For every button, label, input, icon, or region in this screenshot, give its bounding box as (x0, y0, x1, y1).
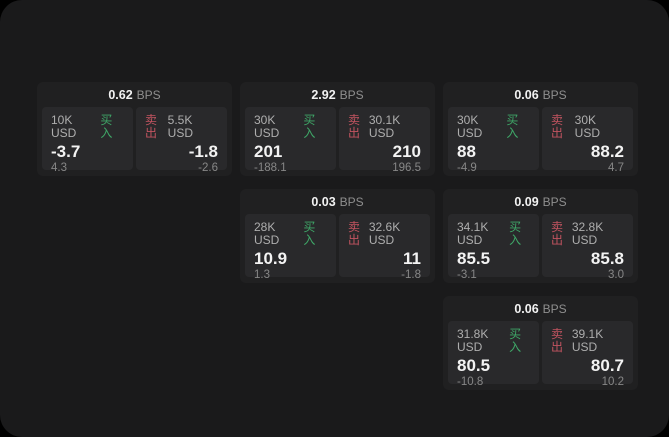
buy-price: 10.9 (254, 249, 288, 268)
sell-panel[interactable]: 卖出 30K USD 88.2 4.7 (542, 107, 633, 174)
sell-panel[interactable]: 卖出 30.1K USD 210 196.5 (339, 107, 430, 174)
buy-price: -3.7 (51, 142, 81, 161)
buy-panel[interactable]: 34.1K USD 买入 85.5 -3.1 (448, 214, 539, 281)
sell-label: 卖出 (348, 220, 361, 247)
buy-amount: 34.1K USD (457, 220, 489, 247)
sell-delta: 196.5 (392, 162, 421, 174)
bps-unit: BPS (542, 301, 567, 316)
bps-unit: BPS (542, 194, 567, 209)
buy-label: 买入 (100, 113, 113, 140)
buy-amount: 30K USD (254, 113, 280, 140)
buy-label: 买入 (506, 113, 519, 140)
bps-unit: BPS (339, 87, 364, 102)
quote-card: 0.06 BPS 31.8K USD 买入 80.5 -10.8 卖出 39.1… (443, 296, 638, 390)
buy-amount: 28K USD (254, 220, 280, 247)
bps-header: 2.92 BPS (240, 82, 435, 107)
buy-amount: 10K USD (51, 113, 77, 140)
buy-delta: 4.3 (51, 162, 67, 174)
buy-delta: -10.8 (457, 376, 484, 388)
buy-delta: -3.1 (457, 269, 477, 281)
sell-amount: 30K USD (574, 113, 601, 140)
sell-label: 卖出 (551, 327, 564, 354)
buy-label: 买入 (509, 327, 522, 354)
buy-panel[interactable]: 30K USD 买入 88 -4.9 (448, 107, 539, 174)
sell-delta: -2.6 (198, 162, 218, 174)
quote-card: 0.06 BPS 30K USD 买入 88 -4.9 卖出 30K USD 8… (443, 82, 638, 176)
buy-delta: -188.1 (254, 162, 287, 174)
sell-delta: 10.2 (601, 376, 624, 388)
sell-amount: 39.1K USD (571, 327, 604, 354)
bps-unit: BPS (339, 194, 364, 209)
bps-header: 0.06 BPS (443, 82, 638, 107)
sell-amount: 32.6K USD (368, 220, 401, 247)
sell-label: 卖出 (551, 220, 564, 247)
bps-unit: BPS (542, 87, 567, 102)
buy-label: 买入 (303, 220, 316, 247)
bps-value: 2.92 (311, 87, 336, 102)
bps-value: 0.06 (514, 301, 539, 316)
sell-price: -1.8 (188, 142, 218, 161)
buy-label: 买入 (509, 220, 522, 247)
buy-delta: 1.3 (254, 269, 270, 281)
bps-value: 0.09 (514, 194, 539, 209)
bps-value: 0.03 (311, 194, 336, 209)
bps-unit: BPS (136, 87, 161, 102)
sell-price: 11 (403, 249, 421, 268)
bps-header: 0.62 BPS (37, 82, 232, 107)
buy-panel[interactable]: 28K USD 买入 10.9 1.3 (245, 214, 336, 281)
price-panels: 30K USD 买入 201 -188.1 卖出 30.1K USD 210 1… (240, 107, 435, 174)
bps-value: 0.62 (108, 87, 133, 102)
sell-price: 80.7 (590, 356, 624, 375)
quote-card: 2.92 BPS 30K USD 买入 201 -188.1 卖出 30.1K … (240, 82, 435, 176)
sell-panel[interactable]: 卖出 32.8K USD 85.8 3.0 (542, 214, 633, 281)
bps-header: 0.06 BPS (443, 296, 638, 321)
sell-delta: -1.8 (401, 269, 421, 281)
sell-amount: 32.8K USD (571, 220, 604, 247)
sell-panel[interactable]: 卖出 39.1K USD 80.7 10.2 (542, 321, 633, 388)
buy-label: 买入 (303, 113, 316, 140)
bps-value: 0.06 (514, 87, 539, 102)
sell-delta: 4.7 (608, 162, 624, 174)
buy-panel[interactable]: 31.8K USD 买入 80.5 -10.8 (448, 321, 539, 388)
buy-price: 85.5 (457, 249, 491, 268)
quote-card: 0.03 BPS 28K USD 买入 10.9 1.3 卖出 32.6K US… (240, 189, 435, 283)
buy-panel[interactable]: 10K USD 买入 -3.7 4.3 (42, 107, 133, 174)
price-panels: 28K USD 买入 10.9 1.3 卖出 32.6K USD 11 -1.8 (240, 214, 435, 281)
sell-label: 卖出 (551, 113, 564, 140)
sell-delta: 3.0 (608, 269, 624, 281)
buy-delta: -4.9 (457, 162, 477, 174)
price-panels: 30K USD 买入 88 -4.9 卖出 30K USD 88.2 4.7 (443, 107, 638, 174)
price-panels: 10K USD 买入 -3.7 4.3 卖出 5.5K USD -1.8 -2.… (37, 107, 232, 174)
price-panels: 31.8K USD 买入 80.5 -10.8 卖出 39.1K USD 80.… (443, 321, 638, 388)
bps-header: 0.03 BPS (240, 189, 435, 214)
sell-price: 88.2 (590, 142, 624, 161)
price-panels: 34.1K USD 买入 85.5 -3.1 卖出 32.8K USD 85.8… (443, 214, 638, 281)
quote-card: 0.09 BPS 34.1K USD 买入 85.5 -3.1 卖出 32.8K… (443, 189, 638, 283)
buy-price: 88 (457, 142, 476, 161)
buy-price: 201 (254, 142, 283, 161)
sell-price: 85.8 (590, 249, 624, 268)
quote-card: 0.62 BPS 10K USD 买入 -3.7 4.3 卖出 5.5K USD… (37, 82, 232, 176)
bps-header: 0.09 BPS (443, 189, 638, 214)
buy-amount: 30K USD (457, 113, 483, 140)
sell-panel[interactable]: 卖出 5.5K USD -1.8 -2.6 (136, 107, 227, 174)
sell-panel[interactable]: 卖出 32.6K USD 11 -1.8 (339, 214, 430, 281)
sell-amount: 30.1K USD (368, 113, 401, 140)
buy-amount: 31.8K USD (457, 327, 489, 354)
buy-panel[interactable]: 30K USD 买入 201 -188.1 (245, 107, 336, 174)
sell-amount: 5.5K USD (167, 113, 193, 140)
sell-label: 卖出 (348, 113, 361, 140)
buy-price: 80.5 (457, 356, 491, 375)
sell-price: 210 (392, 142, 421, 161)
sell-label: 卖出 (145, 113, 158, 140)
